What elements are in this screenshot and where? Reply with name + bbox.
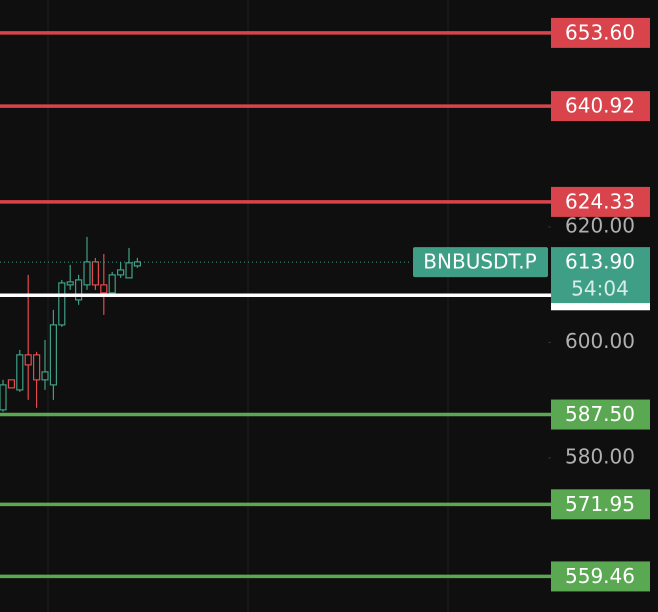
candle-body (24, 354, 32, 366)
last-price-box (551, 247, 650, 304)
y-tick-label: 600.00 (565, 329, 635, 353)
candle-body (125, 262, 133, 279)
symbol-label: BNBUSDT.P (423, 250, 536, 274)
candle-body (41, 371, 49, 381)
level-label: 587.50 (565, 402, 635, 426)
last-price-label: 613.90 (565, 250, 635, 274)
level-label: 571.95 (565, 492, 635, 516)
candle-body (58, 282, 66, 326)
y-tick-label: 620.00 (565, 213, 635, 237)
level-label-box (551, 561, 650, 592)
candle-body (16, 354, 24, 391)
candle-body (0, 384, 7, 411)
candle-body (32, 354, 41, 381)
level-label-box (551, 489, 650, 520)
level-label-box (551, 17, 650, 48)
candle-body (100, 284, 108, 294)
symbol-box (413, 247, 548, 278)
y-tick-label: 580.00 (565, 444, 635, 468)
candle-body (133, 261, 141, 267)
candle-body (74, 279, 83, 301)
candle-body (49, 324, 58, 386)
candle-body (108, 274, 116, 294)
candle-body (83, 261, 91, 286)
level-label: 559.46 (565, 564, 635, 588)
level-label-box (551, 91, 650, 122)
level-label: 653.60 (565, 20, 635, 44)
level-label: 640.92 (565, 94, 635, 118)
countdown: 54:04 (571, 277, 629, 301)
candle-body (91, 261, 100, 286)
level-label-box (551, 186, 650, 217)
candle-body (7, 379, 15, 389)
level-label: 624.33 (565, 189, 635, 213)
candle-body (66, 281, 74, 286)
level-label-box (551, 399, 650, 430)
candle-body (116, 269, 125, 276)
